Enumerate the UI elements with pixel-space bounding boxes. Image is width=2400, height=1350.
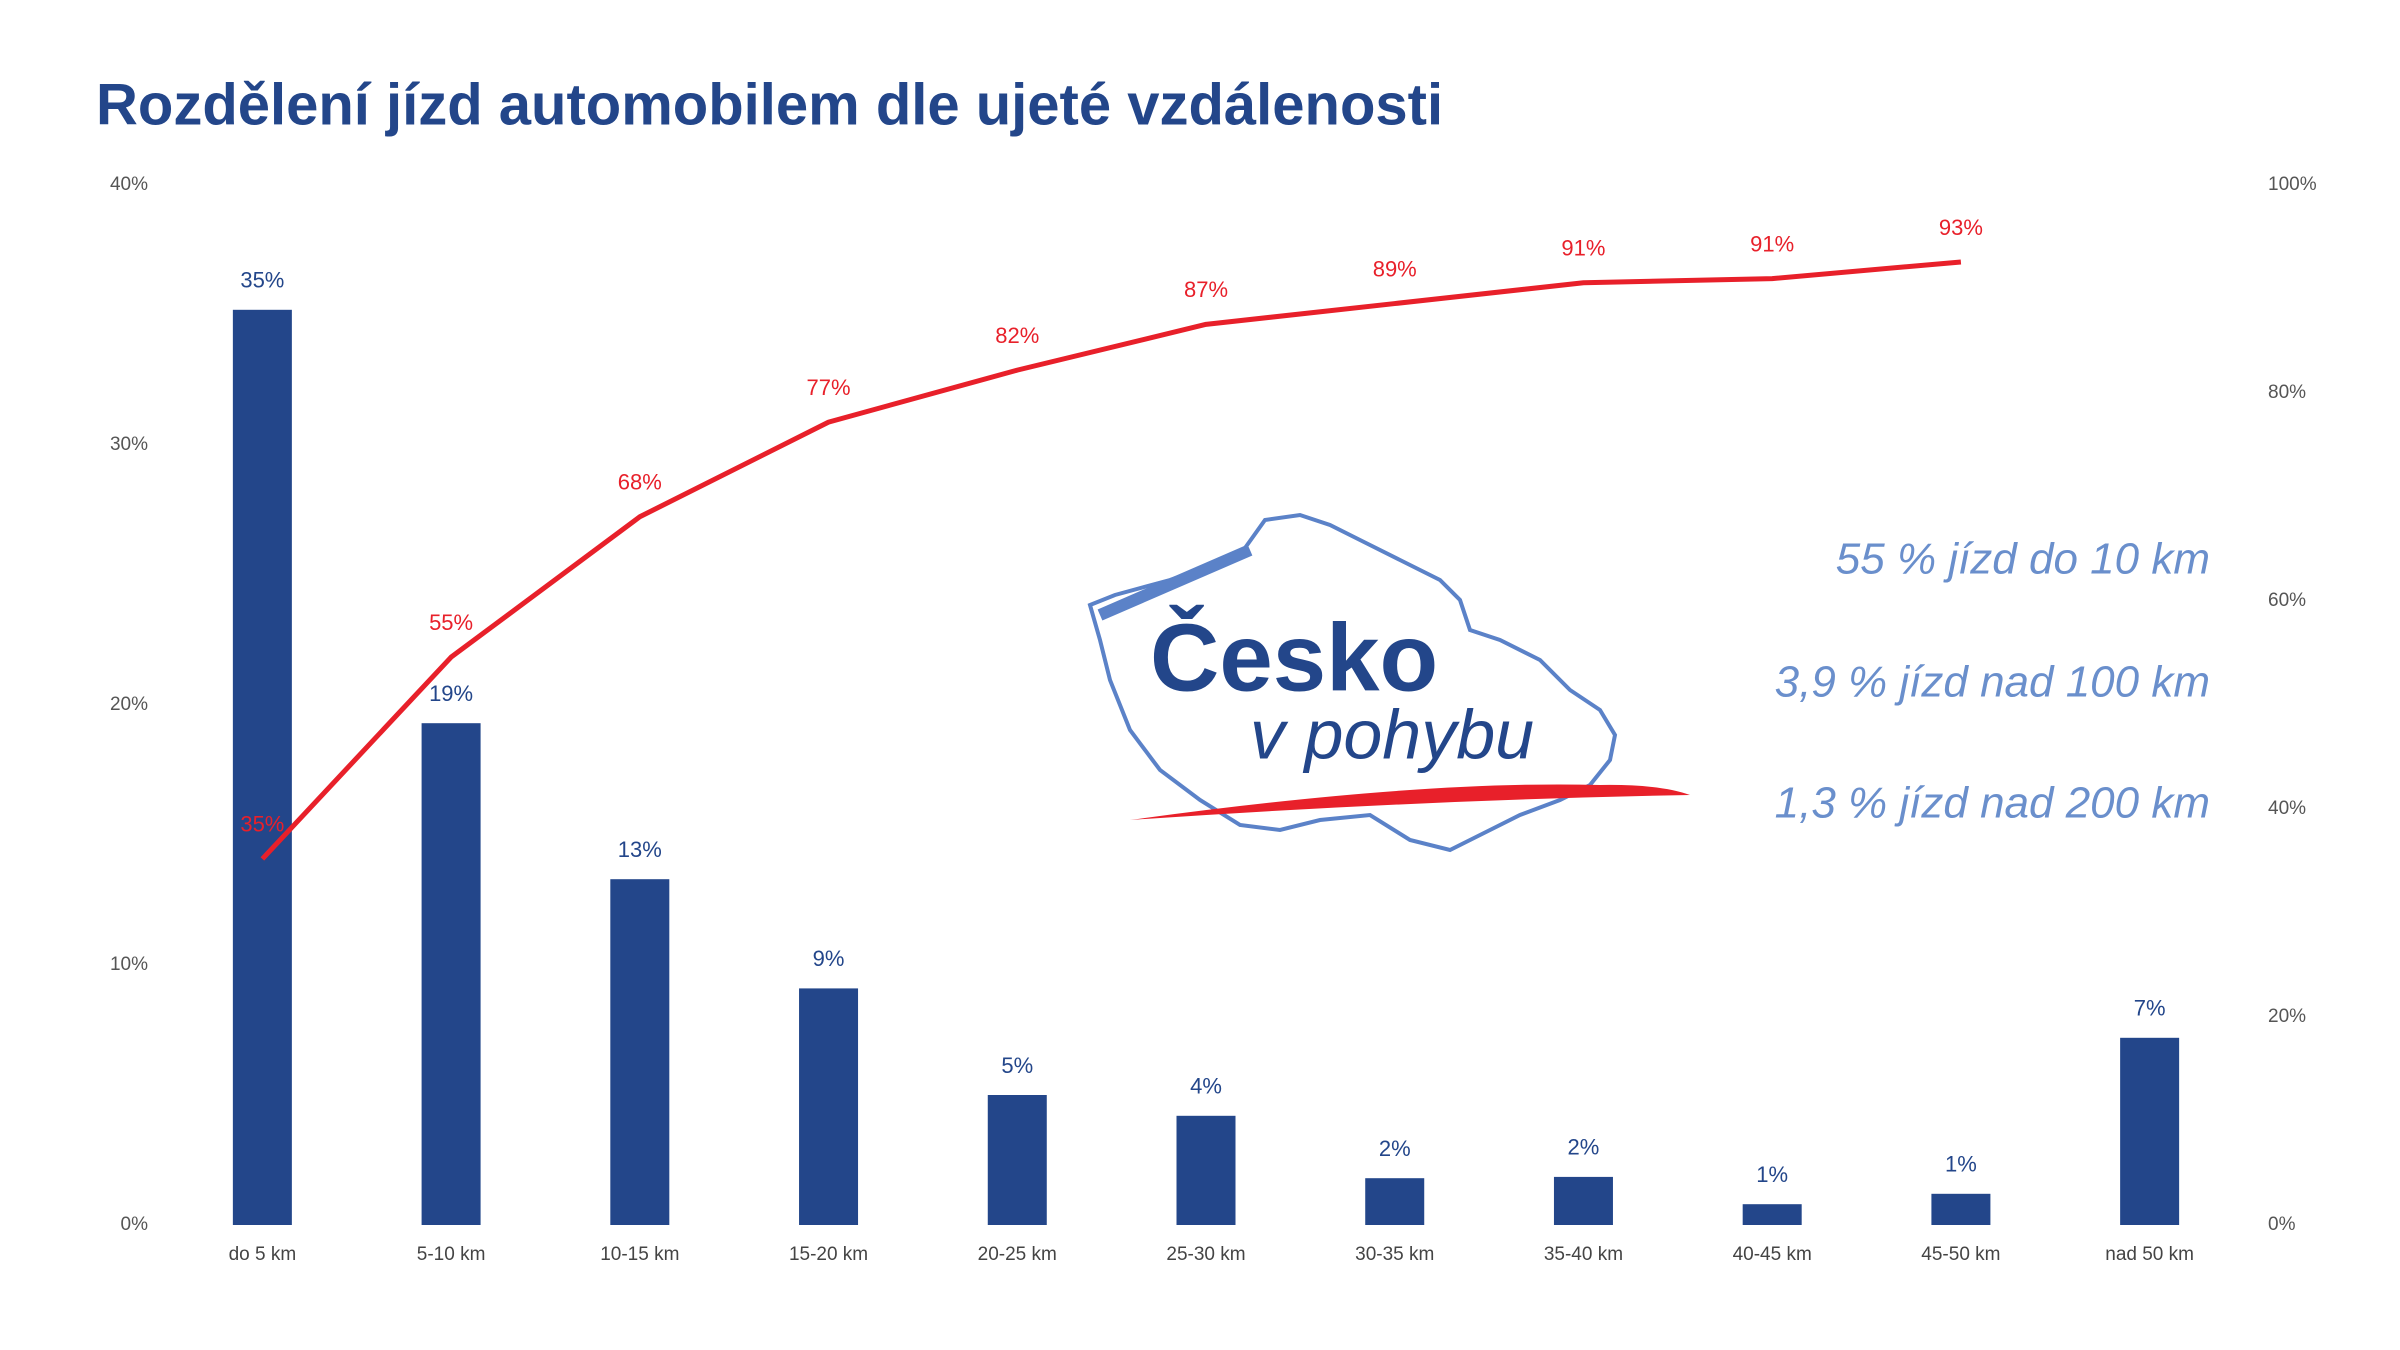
bar	[1365, 1178, 1425, 1225]
x-tick-label: nad 50 km	[2105, 1244, 2194, 1265]
bar	[1553, 1176, 1613, 1225]
x-tick-label: do 5 km	[229, 1244, 297, 1265]
bar	[799, 988, 859, 1225]
bar	[610, 879, 670, 1225]
x-tick-label: 25-30 km	[1166, 1244, 1245, 1265]
line-label: 68%	[618, 470, 662, 495]
bar	[1931, 1193, 1991, 1225]
line-label: 87%	[1184, 277, 1228, 302]
line-label: 91%	[1561, 236, 1605, 261]
bar-label: 2%	[1379, 1136, 1411, 1161]
x-tick-label: 20-25 km	[978, 1244, 1057, 1265]
chart-title: Rozdělení jízd automobilem dle ujeté vzd…	[96, 72, 1443, 137]
line-label: 82%	[995, 323, 1039, 348]
x-tick-label: 15-20 km	[789, 1244, 868, 1265]
bar-label: 13%	[618, 837, 662, 862]
x-tick-label: 10-15 km	[600, 1244, 679, 1265]
bar-label: 9%	[813, 946, 845, 971]
line-label: 77%	[807, 375, 851, 400]
x-tick-label: 35-40 km	[1544, 1244, 1623, 1265]
bar-label: 1%	[1756, 1162, 1788, 1187]
y2-tick-label: 40%	[2268, 798, 2306, 819]
line-label: 91%	[1750, 231, 1794, 256]
bar-label: 35%	[240, 268, 284, 293]
line-label: 55%	[429, 610, 473, 635]
bar-label: 4%	[1190, 1074, 1222, 1099]
x-tick-label: 40-45 km	[1733, 1244, 1812, 1265]
bar	[1176, 1115, 1236, 1225]
logo-swoosh	[1130, 784, 1690, 820]
line	[260, 259, 1962, 861]
annotation: 1,3 % jízd nad 200 km	[1775, 779, 2210, 828]
y2-tick-label: 0%	[2268, 1214, 2296, 1235]
annotation: 3,9 % jízd nad 100 km	[1775, 658, 2210, 707]
annotation: 55 % jízd do 10 km	[1836, 535, 2210, 584]
logo-text: v pohybu	[1250, 695, 1534, 773]
bar	[232, 309, 292, 1225]
logo-stroke	[1097, 544, 1253, 621]
y2-tick-label: 20%	[2268, 1006, 2306, 1027]
bar	[1742, 1204, 1802, 1225]
bar	[2120, 1037, 2180, 1225]
logo-text: Česko	[1150, 603, 1438, 711]
bar-label: 19%	[429, 681, 473, 706]
line-label: 89%	[1373, 256, 1417, 281]
x-tick-label: 30-35 km	[1355, 1244, 1434, 1265]
line-label: 35%	[240, 812, 284, 837]
x-tick-label: 5-10 km	[417, 1244, 486, 1265]
bar-label: 1%	[1945, 1152, 1977, 1177]
logo: Česko v pohybu	[1087, 512, 1690, 853]
y2-tick-label: 80%	[2268, 382, 2306, 403]
y-tick-label: 0%	[121, 1214, 149, 1235]
line-label: 93%	[1939, 215, 1983, 240]
y-tick-label: 40%	[110, 174, 148, 195]
x-tick-label: 45-50 km	[1921, 1244, 2000, 1265]
bar	[987, 1095, 1047, 1225]
y-tick-label: 30%	[110, 434, 148, 455]
bar-label: 5%	[1001, 1053, 1033, 1078]
y2-tick-label: 60%	[2268, 590, 2306, 611]
bar-label: 2%	[1568, 1135, 1600, 1160]
bar	[421, 723, 481, 1225]
y-tick-label: 20%	[110, 694, 148, 715]
y2-tick-label: 100%	[2268, 174, 2317, 195]
y-tick-label: 10%	[110, 954, 148, 975]
bar-label: 7%	[2134, 996, 2166, 1021]
